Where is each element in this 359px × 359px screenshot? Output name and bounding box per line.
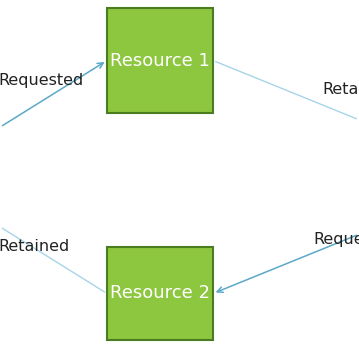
Text: Resource 2: Resource 2 <box>110 284 210 303</box>
Text: Requested: Requested <box>0 73 83 88</box>
Text: Reque: Reque <box>313 232 359 247</box>
Text: Resource 1: Resource 1 <box>110 51 210 70</box>
Bar <box>107 8 213 113</box>
Bar <box>107 247 213 340</box>
Text: Retained: Retained <box>0 239 69 254</box>
Text: Retained: Retained <box>322 82 359 97</box>
